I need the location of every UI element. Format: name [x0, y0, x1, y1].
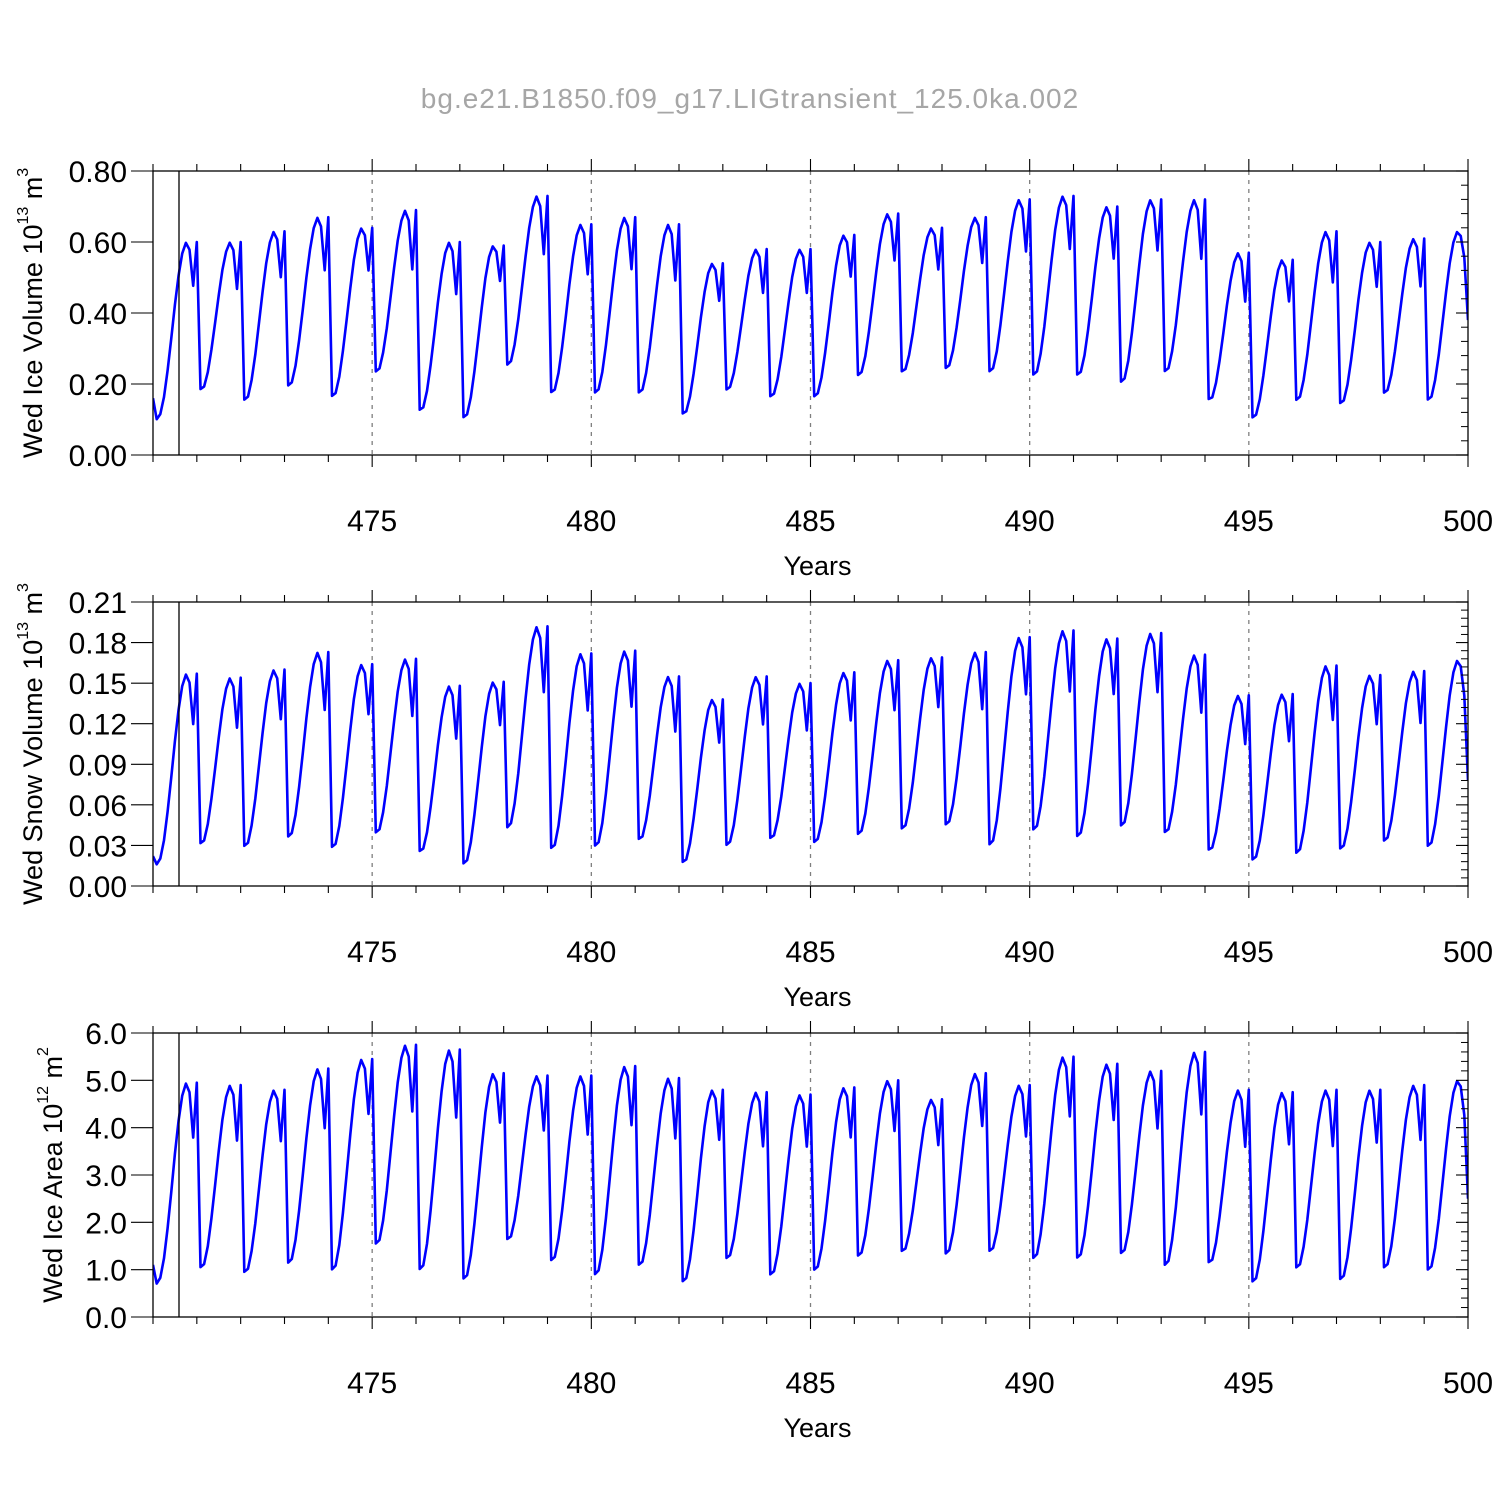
- y-tick-label: 3.0: [85, 1160, 127, 1193]
- y-tick-label: 2.0: [85, 1207, 127, 1240]
- x-tick-label: 475: [347, 1367, 397, 1400]
- y-tick-label: 0.40: [69, 298, 127, 331]
- x-tick-label: 490: [1005, 505, 1055, 538]
- y-tick-label: 0.15: [69, 668, 127, 701]
- x-tick-label: 495: [1224, 505, 1274, 538]
- y-tick-label: 0.80: [69, 156, 127, 189]
- series-line: [153, 1043, 1468, 1285]
- x-tick-label: 495: [1224, 1367, 1274, 1400]
- x-tick-label: 500: [1443, 936, 1493, 969]
- plot-frame: [152, 1032, 1469, 1318]
- figure-title: bg.e21.B1850.f09_g17.LIGtransient_125.0k…: [421, 83, 1079, 114]
- y-tick-label: 0.20: [69, 369, 127, 402]
- series-line: [153, 625, 1468, 866]
- panel-3: 475 480 485 490 495 500 0.0 1.0 2.0 3.0 4.0 5.0 6.0 Y…: [35, 1018, 1493, 1443]
- y-axis-label: Wed Ice Volume 1013 m3: [15, 168, 48, 458]
- y-tick-label: 0.12: [69, 709, 127, 742]
- panel-2: 475 480 485 490 495 500 0.00 0.03 0.06 0.09 0.12 0.…: [15, 583, 1493, 1012]
- panels: 475 480 485 490 495 500 0.00 0.20 0.40 0.60 0.80 Ye…: [15, 156, 1493, 1443]
- x-axis-label: Years: [783, 1413, 851, 1443]
- x-axis-label: Years: [783, 551, 851, 581]
- y-tick-label: 1.0: [85, 1255, 127, 1288]
- y-tick-label: 6.0: [85, 1018, 127, 1051]
- series-line: [153, 194, 1468, 421]
- y-tick-label: 0.00: [69, 871, 127, 904]
- x-tick-label: 475: [347, 505, 397, 538]
- x-tick-label: 490: [1005, 936, 1055, 969]
- panel-1: 475 480 485 490 495 500 0.00 0.20 0.40 0.60 0.80 Ye…: [15, 156, 1493, 581]
- y-axis-label: Wed Snow Volume 1013 m3: [15, 583, 48, 905]
- x-tick-label: 485: [785, 936, 835, 969]
- x-tick-label: 475: [347, 936, 397, 969]
- y-tick-label: 0.21: [69, 587, 127, 620]
- y-tick-label: 0.00: [69, 440, 127, 473]
- y-tick-label: 0.0: [85, 1302, 127, 1335]
- x-tick-label: 480: [566, 505, 616, 538]
- x-tick-label: 500: [1443, 505, 1493, 538]
- y-tick-label: 0.18: [69, 628, 127, 661]
- x-tick-label: 490: [1005, 1367, 1055, 1400]
- y-tick-label: 5.0: [85, 1065, 127, 1098]
- x-tick-label: 485: [785, 505, 835, 538]
- x-tick-label: 495: [1224, 936, 1274, 969]
- x-tick-label: 500: [1443, 1367, 1493, 1400]
- y-tick-label: 0.60: [69, 227, 127, 260]
- y-tick-label: 0.03: [69, 830, 127, 863]
- y-axis-label: Wed Ice Area 1012 m2: [35, 1047, 68, 1303]
- y-tick-label: 0.09: [69, 749, 127, 782]
- x-tick-label: 480: [566, 936, 616, 969]
- x-tick-label: 480: [566, 1367, 616, 1400]
- y-tick-label: 0.06: [69, 790, 127, 823]
- x-tick-label: 485: [785, 1367, 835, 1400]
- y-tick-label: 4.0: [85, 1113, 127, 1146]
- x-axis-label: Years: [783, 982, 851, 1012]
